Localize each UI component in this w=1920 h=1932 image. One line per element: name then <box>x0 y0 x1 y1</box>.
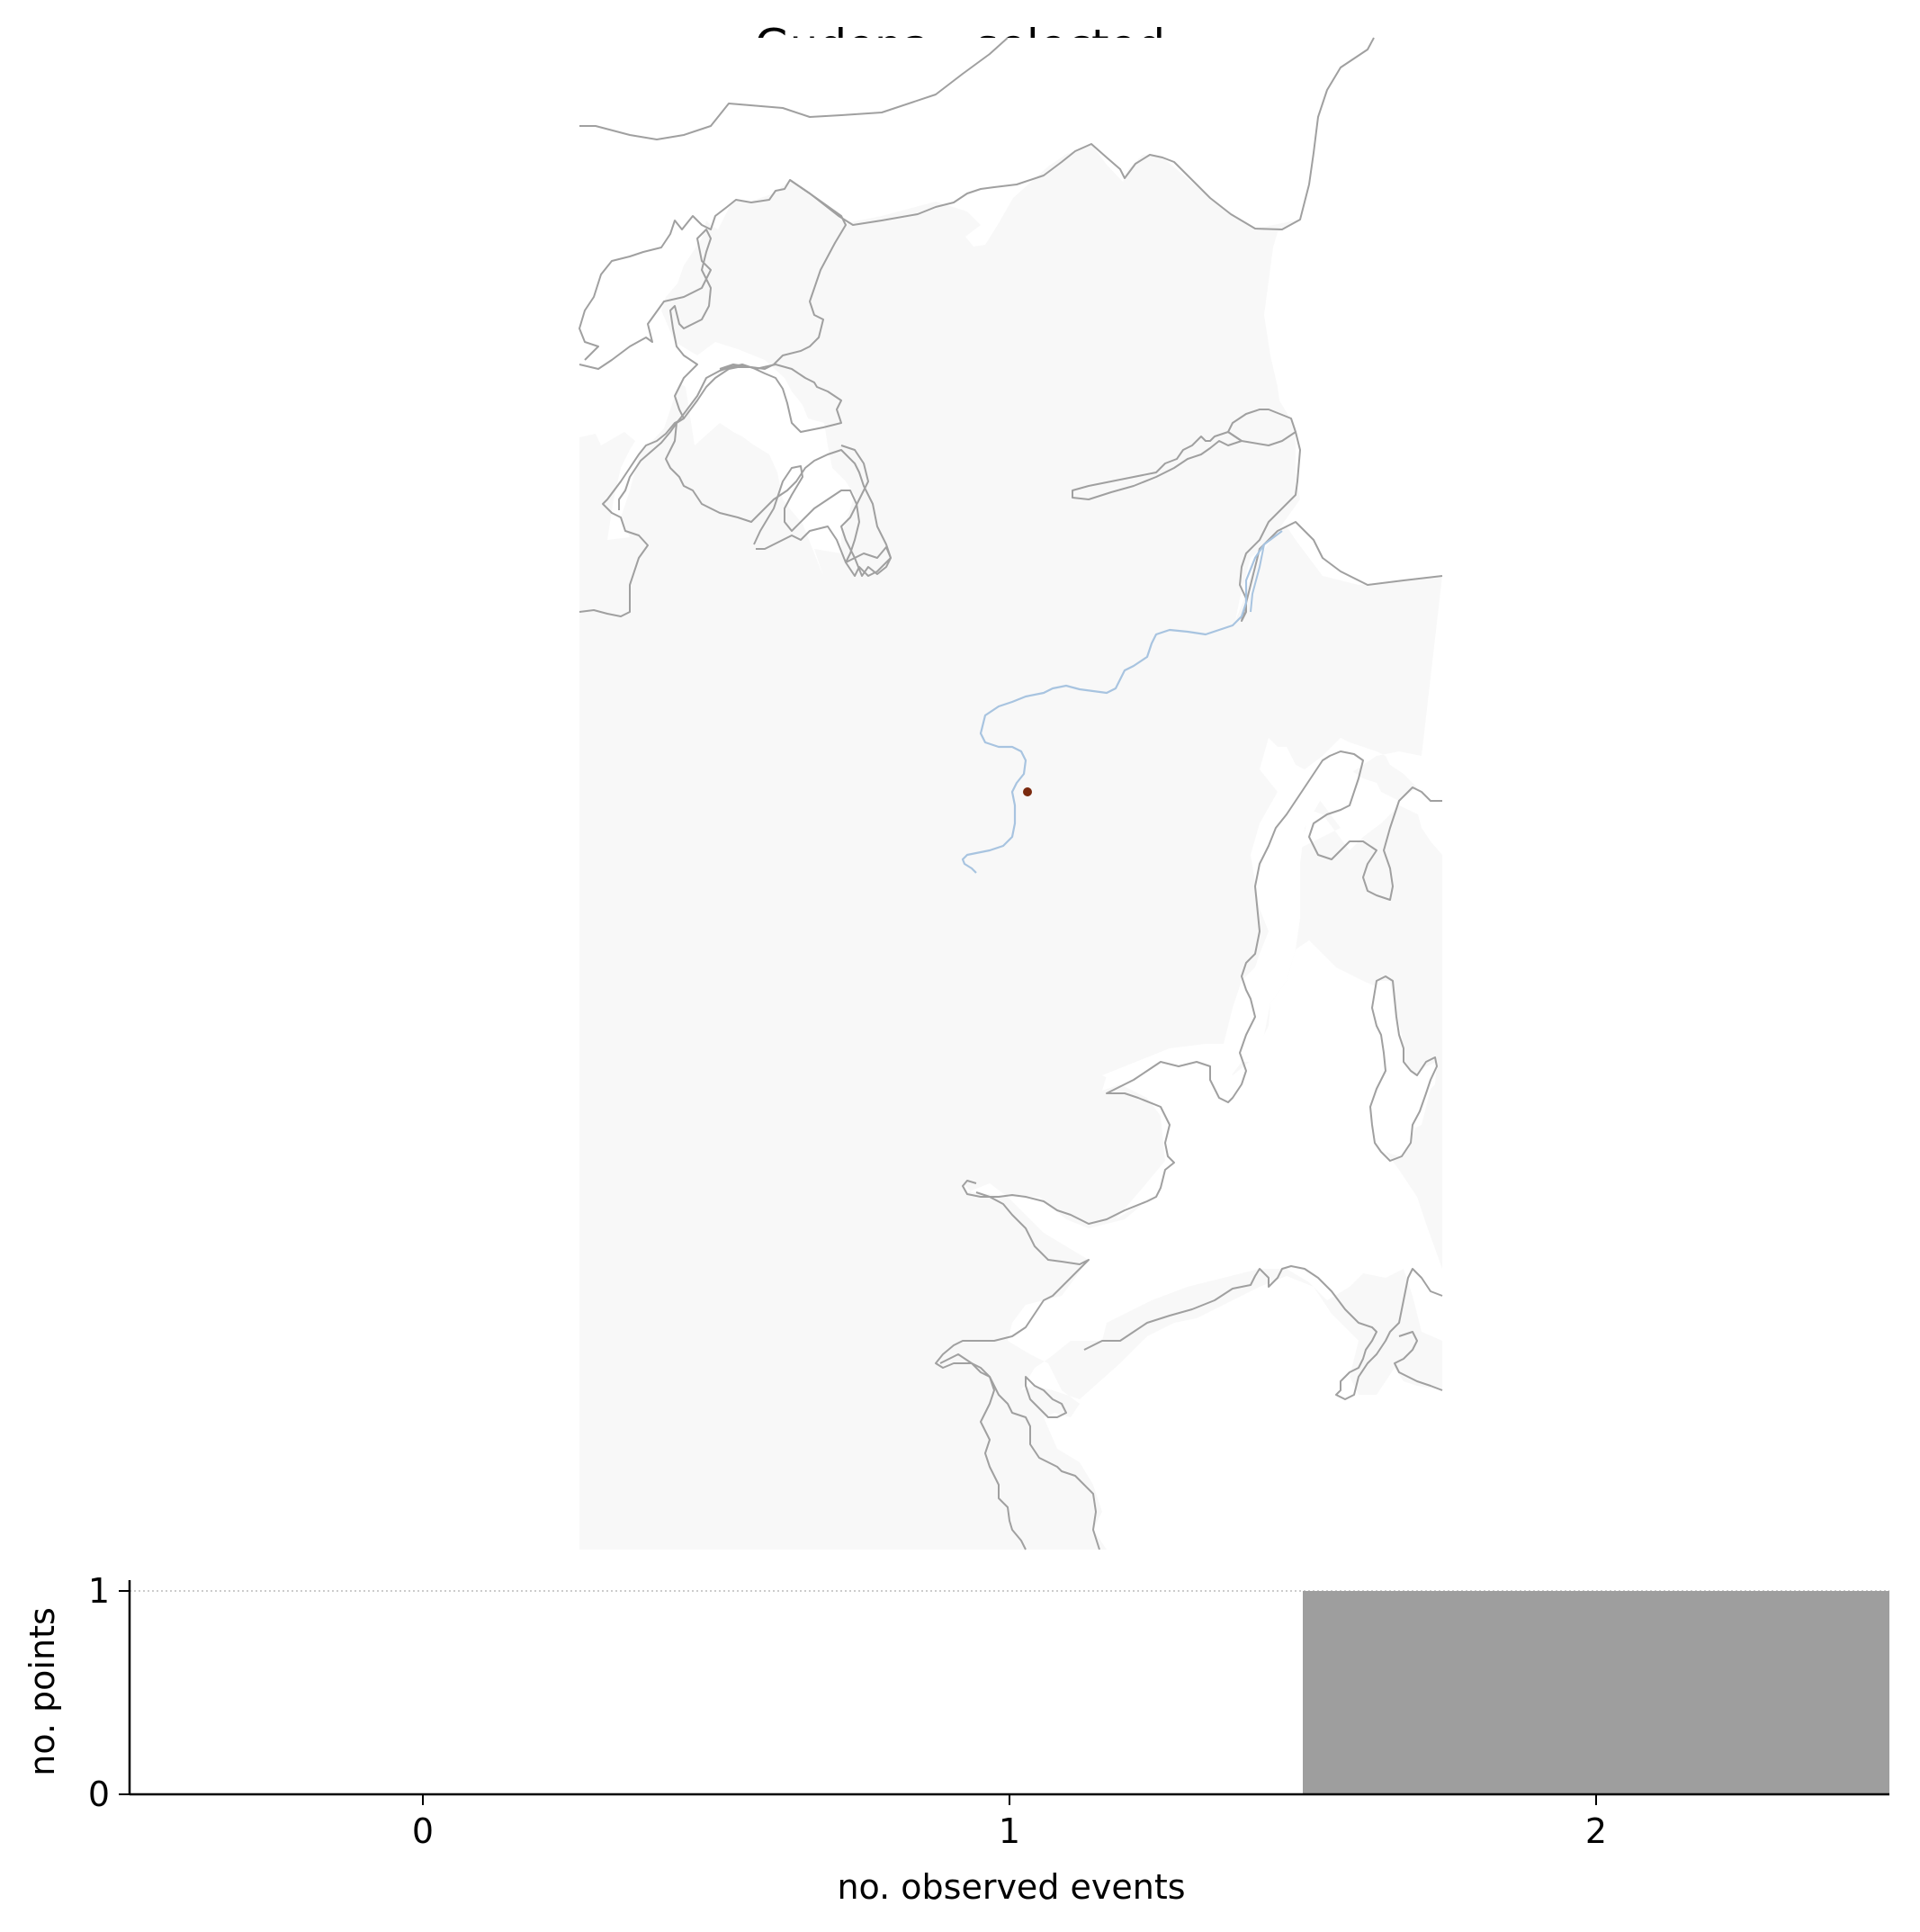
coastline-east-island <box>1369 975 1438 1162</box>
coastline-north <box>579 37 1009 140</box>
sea-south-east <box>963 940 1442 1550</box>
map-coastlines <box>579 37 1443 1550</box>
coastline-south-east <box>1083 1265 1443 1400</box>
x-tick-label-2: 2 <box>1585 1811 1607 1851</box>
y-axis-label: no. points <box>22 1607 62 1776</box>
map-water <box>579 38 1442 1550</box>
river-gudena-branch <box>1250 544 1265 613</box>
sea-east-fjord <box>1269 756 1442 864</box>
bars-group <box>1303 1591 1889 1794</box>
coastline-south-east-2 <box>1394 1331 1443 1391</box>
y-ticks: 01 <box>88 1571 130 1814</box>
y-tick-label-0: 0 <box>88 1775 110 1814</box>
sea-east-inlet <box>1102 576 1442 1219</box>
coastline-south-spit <box>1025 1376 1067 1418</box>
coastline-east-upper <box>1227 409 1296 446</box>
sea-north-west <box>579 38 1374 576</box>
coastline-northwest-bay <box>579 229 712 617</box>
coastline-central-north <box>1072 431 1243 500</box>
x-tick-label-1: 1 <box>999 1811 1020 1851</box>
coastline-south-west <box>939 1353 1027 1550</box>
map-panel <box>579 37 1443 1550</box>
coastline-south-inlet <box>935 1191 1100 1550</box>
coastline-east-inlet <box>962 750 1442 1225</box>
river-gudena <box>961 530 1283 874</box>
coastline-peninsula-tip <box>753 465 892 577</box>
y-tick-label-1: 1 <box>88 1571 110 1611</box>
coastline-northeast <box>579 37 1375 361</box>
x-ticks: 0 1 2 <box>412 1794 1607 1851</box>
x-tick-label-0: 0 <box>412 1811 434 1851</box>
observation-point[interactable] <box>1023 787 1032 796</box>
island-east <box>1372 981 1437 1156</box>
sea-north-east <box>1235 38 1442 621</box>
bar-2 <box>1303 1591 1889 1794</box>
x-axis-label: no. observed events <box>837 1867 1185 1907</box>
